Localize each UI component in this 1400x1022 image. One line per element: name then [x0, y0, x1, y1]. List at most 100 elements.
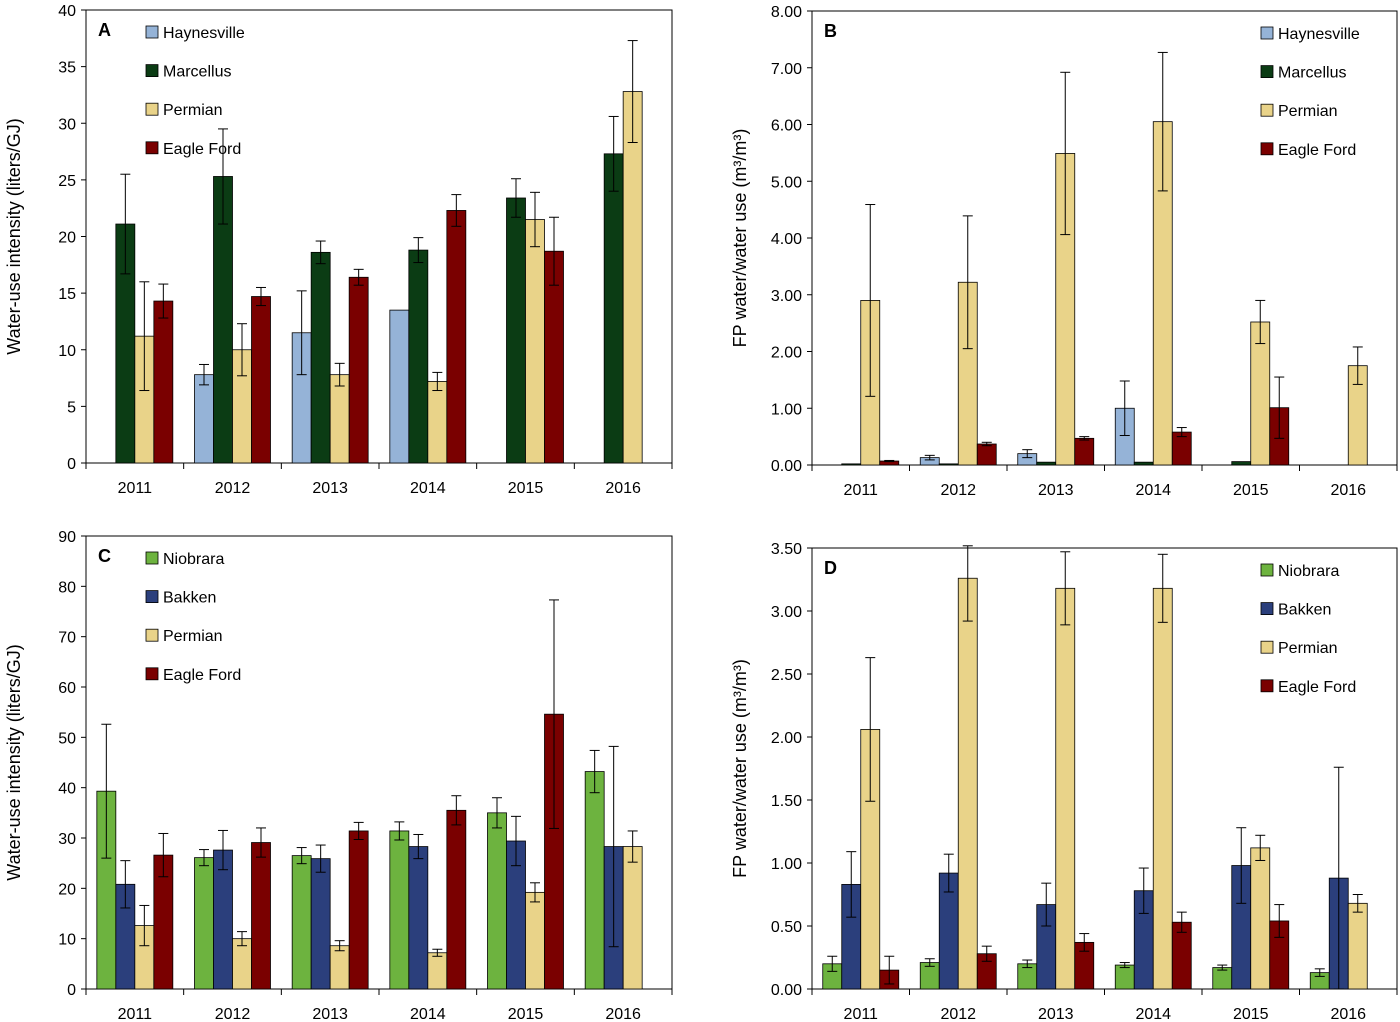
bar-b-eagle-ford-2012	[976, 443, 997, 466]
bar-d-permian-2014	[1152, 587, 1173, 990]
y-tick-label-c: 90	[58, 529, 76, 546]
y-tick-label-a: 35	[58, 60, 76, 77]
y-tick-label-c: 30	[58, 831, 76, 848]
y-axis-title-c: Water-use intensity (liters/GJ)	[4, 644, 24, 880]
y-tick-label-b: 1.00	[771, 401, 802, 418]
legend-swatch-a-eagle-ford	[145, 141, 159, 155]
legend-swatch-c-permian	[145, 628, 159, 642]
panel-d: D FP water/water use (m³/m³) 0.00 0.50 1.0…	[730, 541, 1398, 1022]
y-tick-label-a: 15	[58, 286, 76, 303]
bar-a-marcellus-2015	[506, 197, 526, 464]
bar-b-marcellus-2012	[938, 463, 959, 466]
bar-c-permian-2016	[622, 846, 643, 990]
y-axis-title-d: FP water/water use (m³/m³)	[730, 659, 750, 878]
x-tick-label-a: 2014	[410, 480, 446, 497]
y-tick-label-b: 5.00	[771, 174, 802, 191]
bar-c-permian-2014	[427, 952, 448, 990]
y-tick-label-c: 20	[58, 881, 76, 898]
legend-swatch-c-bakken	[145, 590, 159, 603]
y-tick-label-d: 0.00	[771, 982, 802, 999]
y-tick-label-c: 40	[58, 781, 76, 798]
y-tick-label-a: 25	[58, 173, 76, 190]
legend-label-c-niobrara: Niobrara	[163, 551, 224, 568]
y-tick-label-b: 4.00	[771, 231, 802, 248]
bar-a-permian-2014	[427, 381, 448, 464]
bar-d-permian-2013	[1055, 587, 1076, 990]
legend-label-b-eagle-ford: Eagle Ford	[1278, 142, 1356, 159]
bar-b-marcellus-2011	[841, 463, 862, 466]
y-tick-label-c: 10	[58, 932, 76, 949]
bar-a-eagle-ford-2014	[446, 210, 467, 464]
legend-swatch-d-niobrara	[1260, 563, 1274, 577]
bar-c-bakken-2013	[310, 858, 331, 990]
y-tick-label-a: 10	[58, 343, 76, 360]
bar-c-eagle-ford-2013	[348, 830, 369, 990]
bar-a-marcellus-2014	[408, 249, 429, 464]
bar-c-eagle-ford-2014	[446, 809, 467, 990]
panel-letter-d: D	[824, 558, 837, 578]
y-tick-label-a: 20	[58, 230, 76, 247]
y-tick-label-d: 3.50	[771, 541, 802, 558]
y-axis-title-a: Water-use intensity (liters/GJ)	[4, 118, 24, 354]
legend-swatch-d-bakken	[1260, 602, 1274, 615]
y-tick-label-c: 0	[67, 982, 76, 999]
legend-label-c-eagle-ford: Eagle Ford	[163, 667, 241, 684]
x-tick-label-b: 2016	[1330, 482, 1366, 499]
y-tick-label-c: 70	[58, 630, 76, 647]
y-tick-label-a: 0	[67, 456, 76, 473]
legend-label-a-permian: Permian	[163, 102, 223, 119]
legend-swatch-a-marcellus	[145, 64, 159, 77]
bar-c-bakken-2014	[408, 846, 429, 990]
x-tick-label-a: 2012	[215, 480, 251, 497]
bar-c-bakken-2012	[213, 849, 233, 990]
x-tick-label-a: 2011	[118, 480, 153, 497]
y-axis-title-b: FP water/water use (m³/m³)	[730, 129, 750, 348]
legend-label-b-haynesville: Haynesville	[1278, 26, 1360, 43]
bar-a-eagle-ford-2013	[348, 276, 369, 464]
legend-label-b-permian: Permian	[1278, 103, 1338, 120]
x-tick-label-c: 2016	[605, 1006, 641, 1022]
legend-swatch-d-eagle-ford	[1260, 679, 1274, 693]
panel-letter-c: C	[98, 546, 111, 566]
bar-a-haynesville-2014	[389, 309, 410, 464]
y-tick-label-d: 1.50	[771, 793, 802, 810]
legend-swatch-b-haynesville	[1260, 26, 1274, 40]
legend-label-a-haynesville: Haynesville	[163, 25, 245, 42]
x-tick-label-b: 2012	[940, 482, 976, 499]
x-tick-label-c: 2014	[410, 1006, 446, 1022]
y-tick-label-d: 2.50	[771, 667, 802, 684]
bar-c-niobrara-2015	[487, 812, 507, 990]
bar-d-permian-2015	[1250, 847, 1271, 990]
y-tick-label-b: 8.00	[771, 4, 802, 21]
bar-a-eagle-ford-2012	[251, 296, 271, 464]
legend-label-d-bakken: Bakken	[1278, 602, 1331, 619]
y-tick-label-a: 5	[67, 399, 76, 416]
legend-label-a-eagle-ford: Eagle Ford	[163, 141, 241, 158]
legend-label-a-marcellus: Marcellus	[163, 64, 231, 81]
bar-c-permian-2013	[329, 945, 350, 990]
bar-c-eagle-ford-2012	[251, 842, 271, 990]
bar-a-permian-2013	[329, 374, 350, 464]
legend-swatch-d-permian	[1260, 640, 1274, 654]
x-tick-label-d: 2016	[1330, 1006, 1366, 1022]
y-tick-label-d: 3.00	[771, 604, 802, 621]
x-tick-label-b: 2015	[1233, 482, 1269, 499]
bar-c-niobrara-2014	[389, 830, 410, 990]
x-tick-label-a: 2015	[508, 480, 544, 497]
bar-d-niobrara-2014	[1114, 964, 1135, 990]
legend-swatch-a-permian	[145, 102, 159, 116]
y-tick-label-d: 0.50	[771, 919, 802, 936]
bar-d-permian-2012	[957, 577, 978, 990]
legend-label-c-bakken: Bakken	[163, 590, 216, 607]
x-tick-label-c: 2015	[508, 1006, 544, 1022]
x-tick-label-d: 2013	[1038, 1006, 1074, 1022]
x-tick-label-d: 2014	[1135, 1006, 1171, 1022]
x-tick-label-c: 2011	[118, 1006, 153, 1022]
legend-swatch-a-haynesville	[145, 25, 159, 39]
legend-swatch-c-niobrara	[145, 551, 159, 565]
y-tick-label-b: 3.00	[771, 288, 802, 305]
panel-a: A Water-use intensity (liters/GJ) 0 5 10 15…	[4, 3, 673, 497]
bar-d-permian-2016	[1347, 902, 1368, 990]
x-tick-label-b: 2011	[844, 482, 879, 499]
